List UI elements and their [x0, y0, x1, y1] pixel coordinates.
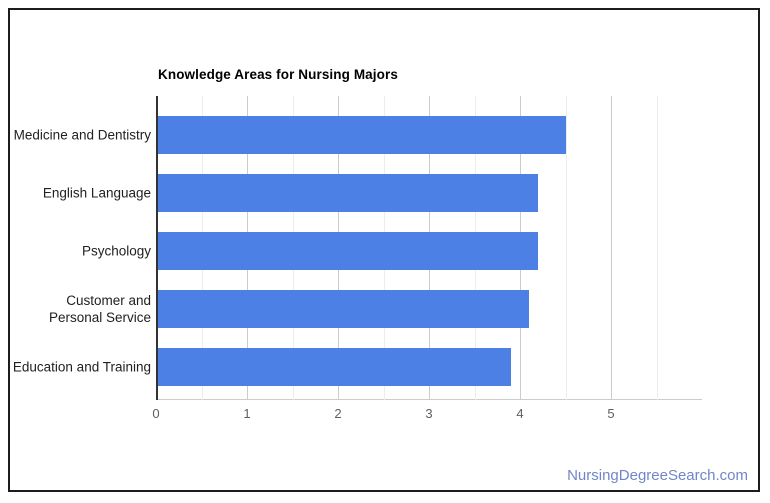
- category-label: Education and Training: [12, 359, 151, 375]
- bar[interactable]: [156, 232, 539, 270]
- x-tick-label: 0: [152, 406, 160, 421]
- category-label: Psychology: [81, 243, 151, 259]
- footer-brand-link[interactable]: NursingDegreeSearch.com: [567, 467, 748, 484]
- bar[interactable]: [156, 290, 530, 328]
- chart-title: Knowledge Areas for Nursing Majors: [158, 67, 398, 82]
- category-label: English Language: [42, 185, 151, 201]
- minor-gridline: [656, 96, 658, 400]
- bar[interactable]: [156, 348, 511, 386]
- x-tick-label: 2: [334, 406, 342, 421]
- category-label: Customer and Personal Service: [48, 293, 151, 325]
- bar[interactable]: [156, 116, 566, 154]
- y-axis-labels: Medicine and Dentistry English Language Ps…: [10, 96, 151, 400]
- chart-card: Knowledge Areas for Nursing Majors Medic…: [8, 8, 760, 492]
- category-label: Medicine and Dentistry: [13, 127, 151, 143]
- major-gridline: [611, 96, 612, 400]
- x-tick-label: 3: [425, 406, 433, 421]
- bar[interactable]: [156, 174, 539, 212]
- x-axis-ticks: 0 1 2 3 4 5: [10, 406, 758, 424]
- y-axis-baseline: [156, 96, 158, 400]
- x-tick-label: 4: [516, 406, 524, 421]
- minor-gridline: [565, 96, 567, 400]
- plot-area: [156, 96, 702, 400]
- x-tick-label: 1: [243, 406, 251, 421]
- x-tick-label: 5: [607, 406, 615, 421]
